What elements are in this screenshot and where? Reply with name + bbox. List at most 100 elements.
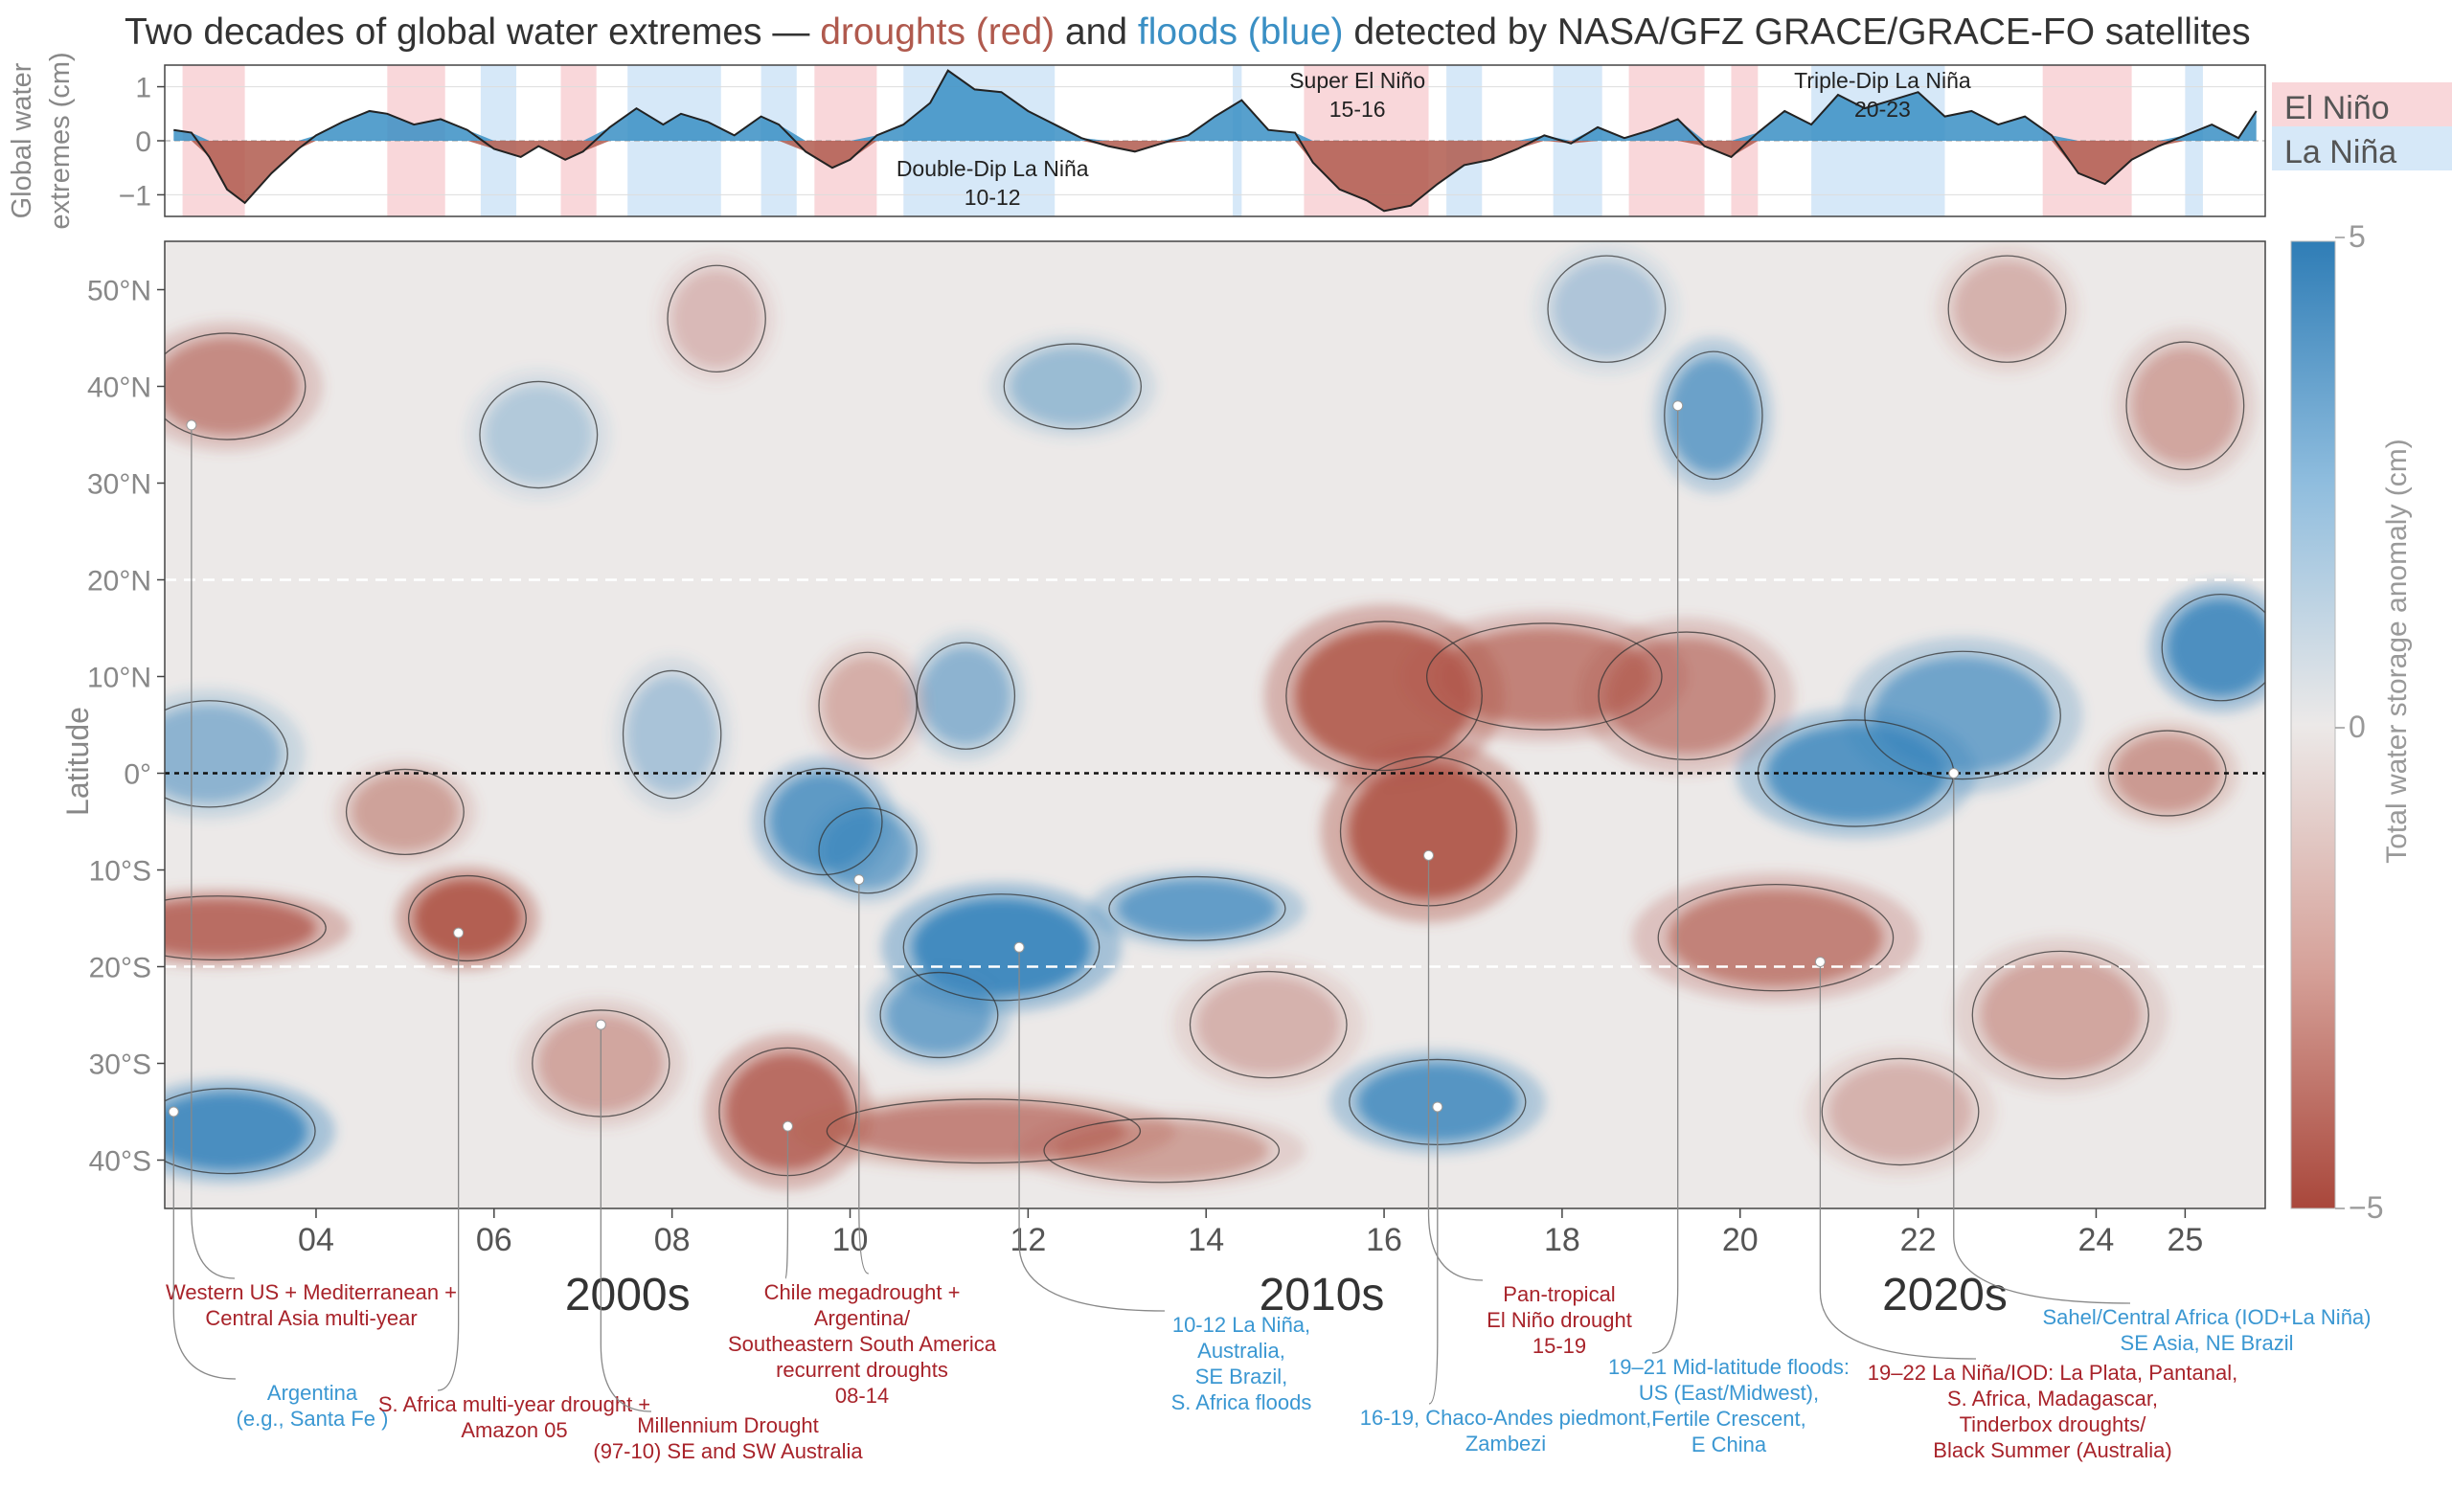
annotation-5-line-3: S. Africa floods — [1171, 1390, 1312, 1414]
annotation-point-5 — [1013, 941, 1025, 953]
title-suffix: detected by NASA/GFZ GRACE/GRACE-FO sate… — [1344, 11, 2251, 53]
heatmap-blob-36 — [1196, 976, 1340, 1073]
heatmap-contour-24 — [1664, 350, 1763, 481]
hm-xtick-label-7: 18 — [1544, 1222, 1580, 1258]
annotation-leader-6 — [1427, 855, 1484, 1281]
top-ylabel-line2: extremes (cm) — [45, 52, 76, 229]
annotation-point-8 — [1672, 400, 1684, 412]
annotation-9-line-1: S. Africa, Madagascar, — [1947, 1387, 2158, 1410]
top-ytick-label-0: 1 — [135, 73, 151, 104]
annotation-6-line-0: Pan-tropical — [1503, 1282, 1615, 1306]
heatmap-blob-12 — [1055, 1121, 1269, 1180]
annotation-4-line-4: 08-14 — [835, 1384, 889, 1408]
annotation-5-line-2: SE Brazil, — [1195, 1365, 1288, 1388]
heatmap-reference-lines — [165, 578, 2265, 968]
annotation-0-line-0: Western US + Mediterranean + — [166, 1280, 457, 1304]
hm-xtick-label-5: 14 — [1188, 1222, 1224, 1258]
annotation-point-3 — [595, 1019, 606, 1030]
heatmap-contour-35 — [1547, 255, 1667, 363]
top-area-positive — [173, 70, 2257, 141]
heatmap-blob-32 — [2131, 348, 2239, 464]
hm-xtick-label-9: 22 — [1900, 1222, 1937, 1258]
annotation-leader-10 — [1953, 773, 2131, 1304]
heatmap-contour-25 — [1657, 884, 1895, 992]
event-label-line1-1: Super El Niño — [1289, 68, 1425, 93]
annotation-1-line-1: (e.g., Santa Fe ) — [237, 1407, 389, 1431]
chart-title: Two decades of global water extremes — d… — [125, 11, 2251, 53]
heatmap-blob-30 — [1980, 957, 2141, 1073]
la-nina-legend-swatch — [2272, 126, 2452, 170]
el-nino-legend-label: El Niño — [2284, 90, 2390, 126]
heatmap-blob-7 — [627, 676, 717, 793]
decade-label-1: 2010s — [1260, 1270, 1385, 1320]
heatmap-blob-1 — [165, 898, 316, 958]
decade-labels: 2000s 2010s 2020s — [565, 1270, 2008, 1320]
heatmap-blob-9 — [823, 811, 913, 890]
heatmap-blob-0 — [165, 338, 299, 435]
hm-xtick-label-3: 10 — [832, 1222, 869, 1258]
heatmap-contour-0 — [165, 332, 306, 440]
hm-xtick-label-8: 20 — [1722, 1222, 1759, 1258]
heatmap-blob-16 — [920, 647, 1010, 745]
colorbar-label: Total water storage anomaly (cm) — [2381, 439, 2413, 864]
heatmap-contour-8 — [763, 767, 883, 876]
heatmap-blob-2 — [414, 879, 521, 958]
title-prefix: Two decades of global water extremes — — [125, 11, 820, 53]
annotation-1-line-0: Argentina — [267, 1381, 358, 1405]
annotation-leader-4 — [784, 1126, 789, 1279]
heatmap-contour-33 — [479, 380, 599, 489]
heatmap-contour-14 — [879, 971, 999, 1059]
heatmap-contour-27 — [1864, 650, 2061, 780]
el-nino-legend-swatch — [2272, 82, 2452, 126]
top-series-line — [173, 69, 2258, 213]
heatmap-contour-9 — [818, 807, 918, 894]
event-label-line1-0: Double-Dip La Niña — [897, 156, 1089, 181]
heatmap-blob-18 — [1010, 348, 1135, 425]
heatmap-contour-2 — [407, 874, 527, 962]
heatmap-blob-34 — [671, 270, 761, 368]
annotation-leader-5 — [1018, 947, 1166, 1312]
heatmap-blob-27 — [1873, 657, 2052, 774]
annotation-6-line-2: 15-19 — [1532, 1334, 1586, 1358]
heatmap-blob-24 — [1669, 357, 1759, 474]
hm-xtick-label-11: 25 — [2167, 1222, 2203, 1258]
annotation-7-line-1: Zambezi — [1465, 1432, 1546, 1456]
annotation-8-line-3: E China — [1691, 1433, 1767, 1456]
heatmap-contour-31 — [1821, 1057, 1980, 1166]
heatmap-x-ticks: 04 06 08 10 12 14 16 18 20 22 24 25 — [298, 1208, 2203, 1258]
hm-xtick-label-1: 06 — [476, 1222, 512, 1258]
annotation-3-line-1: (97-10) SE and SW Australia — [593, 1439, 863, 1463]
annotation-leader-0 — [191, 424, 236, 1279]
heatmap-contour-34 — [667, 264, 766, 372]
heatmap-blob-28 — [2167, 598, 2265, 696]
annotation-leader-11 — [858, 879, 870, 1275]
heatmap-blob-35 — [1553, 260, 1661, 358]
title-droughts: droughts (red) — [820, 11, 1055, 53]
annotation-9-line-0: 19–22 La Niña/IOD: La Plata, Pantanal, — [1868, 1361, 2237, 1385]
heatmap-blob-15 — [1117, 879, 1278, 938]
annotation-8-line-0: 19–21 Mid-latitude floods: — [1608, 1355, 1850, 1379]
event-label-line2-0: 10-12 — [965, 185, 1021, 210]
hm-ytick-label-1: 40°N — [87, 372, 151, 404]
cbar-tick-label-2: −5 — [2349, 1190, 2383, 1225]
heatmap-contour-18 — [1003, 343, 1143, 430]
annotation-point-7 — [1432, 1101, 1443, 1113]
heatmap-contour-37 — [1947, 255, 2067, 363]
heatmap-contour-15 — [1108, 875, 1286, 941]
annotation-2-line-1: Amazon 05 — [461, 1418, 567, 1442]
annotation-point-4 — [782, 1120, 793, 1132]
hm-ytick-label-0: 50°N — [87, 276, 151, 307]
annotation-point-0 — [186, 419, 197, 431]
annotation-point-10 — [1948, 768, 1960, 779]
heatmap-contour-17 — [818, 651, 918, 759]
colorbar — [2290, 240, 2336, 1209]
annotation-leader-3 — [600, 1025, 652, 1412]
annotation-2-line-0: S. Africa multi-year drought + — [378, 1392, 650, 1416]
annotation-leader-1 — [172, 1112, 237, 1380]
annotation-point-9 — [1814, 956, 1826, 967]
annotation-4-line-0: Chile megadrought + — [764, 1280, 961, 1304]
annotation-point-1 — [168, 1106, 179, 1117]
hm-xtick-label-10: 24 — [2078, 1222, 2115, 1258]
annotation-6-line-1: El Niño drought — [1487, 1308, 1632, 1332]
hm-ytick-label-2: 30°N — [87, 469, 151, 501]
